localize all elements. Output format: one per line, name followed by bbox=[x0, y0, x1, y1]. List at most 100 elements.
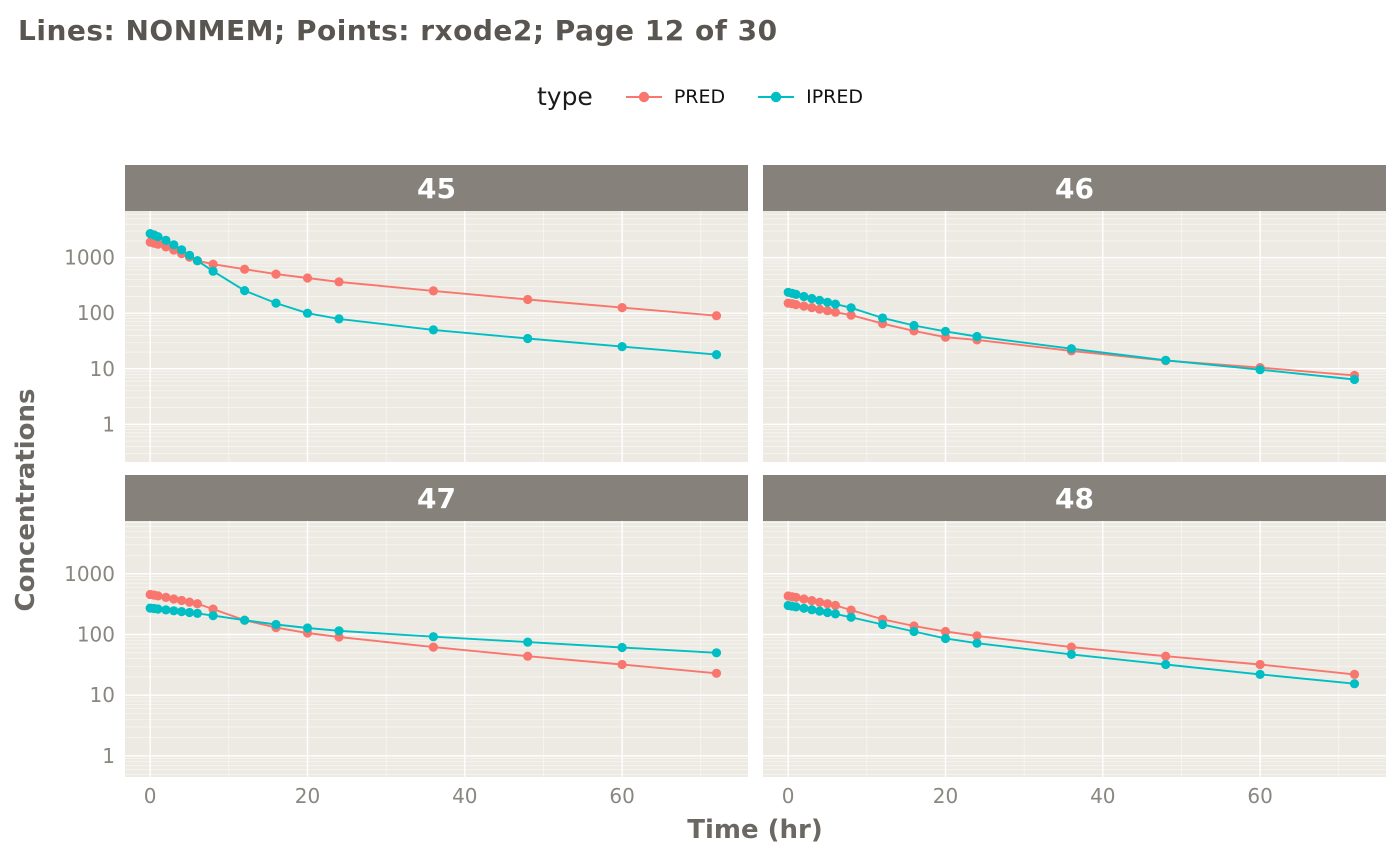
ipred-point bbox=[334, 314, 344, 324]
pred-point bbox=[815, 304, 825, 314]
pred-point bbox=[428, 642, 438, 652]
y-tick-label: 1 bbox=[102, 744, 115, 768]
ipred-point bbox=[153, 604, 163, 614]
legend-key-pred bbox=[625, 91, 662, 102]
legend-entry-ipred: IPRED bbox=[755, 85, 863, 109]
ipred-point bbox=[192, 256, 202, 266]
ipred-point bbox=[807, 605, 817, 615]
pred-point bbox=[208, 259, 218, 269]
legend: type PRED IPRED bbox=[0, 82, 1400, 111]
pred-point bbox=[1161, 651, 1171, 661]
pred-point bbox=[830, 600, 841, 610]
legend-key-ipred bbox=[758, 91, 795, 102]
pred-point bbox=[799, 301, 809, 311]
facet-strip bbox=[125, 165, 748, 211]
pred-point bbox=[830, 307, 841, 317]
ipred-point bbox=[940, 326, 951, 336]
ipred-point bbox=[972, 638, 982, 648]
ipred-point bbox=[711, 648, 722, 658]
ipred-point bbox=[711, 350, 722, 360]
x-tick-label: 0 bbox=[782, 784, 795, 808]
ipred-point bbox=[177, 607, 187, 617]
page-title: Lines: NONMEM; Points: rxode2; Page 12 o… bbox=[18, 14, 778, 47]
ipred-point bbox=[1349, 679, 1360, 689]
x-tick-label: 20 bbox=[933, 784, 958, 808]
ipred-point bbox=[161, 605, 171, 615]
ipred-point bbox=[791, 289, 801, 299]
ipred-point bbox=[169, 240, 179, 250]
ipred-point bbox=[1349, 374, 1360, 385]
ipred-point bbox=[523, 333, 533, 344]
facet-45: 45 1000 100 10 1 bbox=[64, 165, 748, 462]
ipred-point bbox=[271, 619, 281, 630]
ipred-point bbox=[807, 293, 817, 304]
x-tick-label: 60 bbox=[1247, 784, 1272, 808]
ipred-point bbox=[878, 619, 888, 630]
ipred-point bbox=[799, 603, 809, 613]
ipred-point bbox=[208, 611, 218, 621]
ipred-point bbox=[1161, 659, 1171, 670]
ipred-point bbox=[617, 342, 627, 352]
x-tick-label: 0 bbox=[144, 784, 157, 808]
facet-label: 48 bbox=[1055, 482, 1094, 515]
ipred-point bbox=[169, 606, 179, 616]
ipred-point bbox=[302, 308, 313, 318]
y-tick-label: 10 bbox=[90, 357, 115, 381]
pred-point bbox=[177, 595, 187, 606]
pred-point bbox=[940, 626, 951, 637]
pred-point bbox=[1066, 642, 1076, 652]
pred-point bbox=[791, 300, 801, 310]
ipred-point bbox=[815, 295, 825, 305]
ipred-point bbox=[830, 609, 841, 619]
ipred-point bbox=[192, 608, 202, 618]
pred-point bbox=[846, 310, 856, 320]
ipred-point bbox=[815, 606, 825, 616]
pred-point bbox=[815, 597, 825, 607]
pred-point bbox=[192, 599, 202, 609]
y-tick-label: 100 bbox=[77, 301, 115, 325]
facet-label: 45 bbox=[417, 172, 456, 205]
pred-point bbox=[791, 592, 801, 602]
pred-point bbox=[208, 604, 218, 614]
ipred-point bbox=[161, 235, 171, 245]
ipred-point bbox=[302, 623, 313, 633]
pred-point bbox=[822, 306, 833, 316]
x-tick-label: 60 bbox=[609, 784, 634, 808]
pred-point bbox=[240, 264, 250, 274]
ipred-point bbox=[428, 632, 438, 642]
legend-title: type bbox=[536, 82, 593, 111]
y-tick-label: 1000 bbox=[64, 562, 115, 586]
ipred-point bbox=[617, 642, 627, 653]
ipred-point bbox=[791, 602, 801, 612]
ipred-point bbox=[177, 245, 187, 255]
pred-point bbox=[523, 651, 533, 661]
pred-point bbox=[184, 597, 195, 607]
x-tick-label: 20 bbox=[295, 784, 320, 808]
ipred-point bbox=[271, 298, 281, 308]
pred-point bbox=[271, 269, 281, 279]
x-axis-title: Time (hr) bbox=[687, 815, 823, 845]
pred-point bbox=[523, 294, 533, 305]
ipred-point bbox=[1255, 669, 1265, 680]
pred-point bbox=[807, 303, 817, 313]
ipred-point bbox=[846, 612, 856, 622]
x-tick-label: 40 bbox=[452, 784, 477, 808]
legend-key-dot bbox=[638, 91, 650, 102]
ipred-point bbox=[972, 331, 982, 342]
ipred-point bbox=[846, 303, 856, 313]
ipred-point bbox=[822, 297, 833, 307]
facet-label: 47 bbox=[417, 482, 456, 515]
ipred-point bbox=[184, 250, 195, 260]
ipred-point bbox=[240, 286, 250, 296]
y-axis-title: Concentrations bbox=[11, 389, 41, 612]
ipred-point bbox=[909, 626, 919, 637]
pred-point bbox=[617, 659, 627, 670]
y-tick-label: 10 bbox=[90, 683, 115, 707]
pred-point bbox=[161, 242, 171, 252]
ipred-point bbox=[1161, 355, 1171, 365]
pred-point bbox=[822, 599, 833, 609]
ipred-point bbox=[1066, 344, 1076, 354]
x-tick-label: 40 bbox=[1090, 784, 1115, 808]
